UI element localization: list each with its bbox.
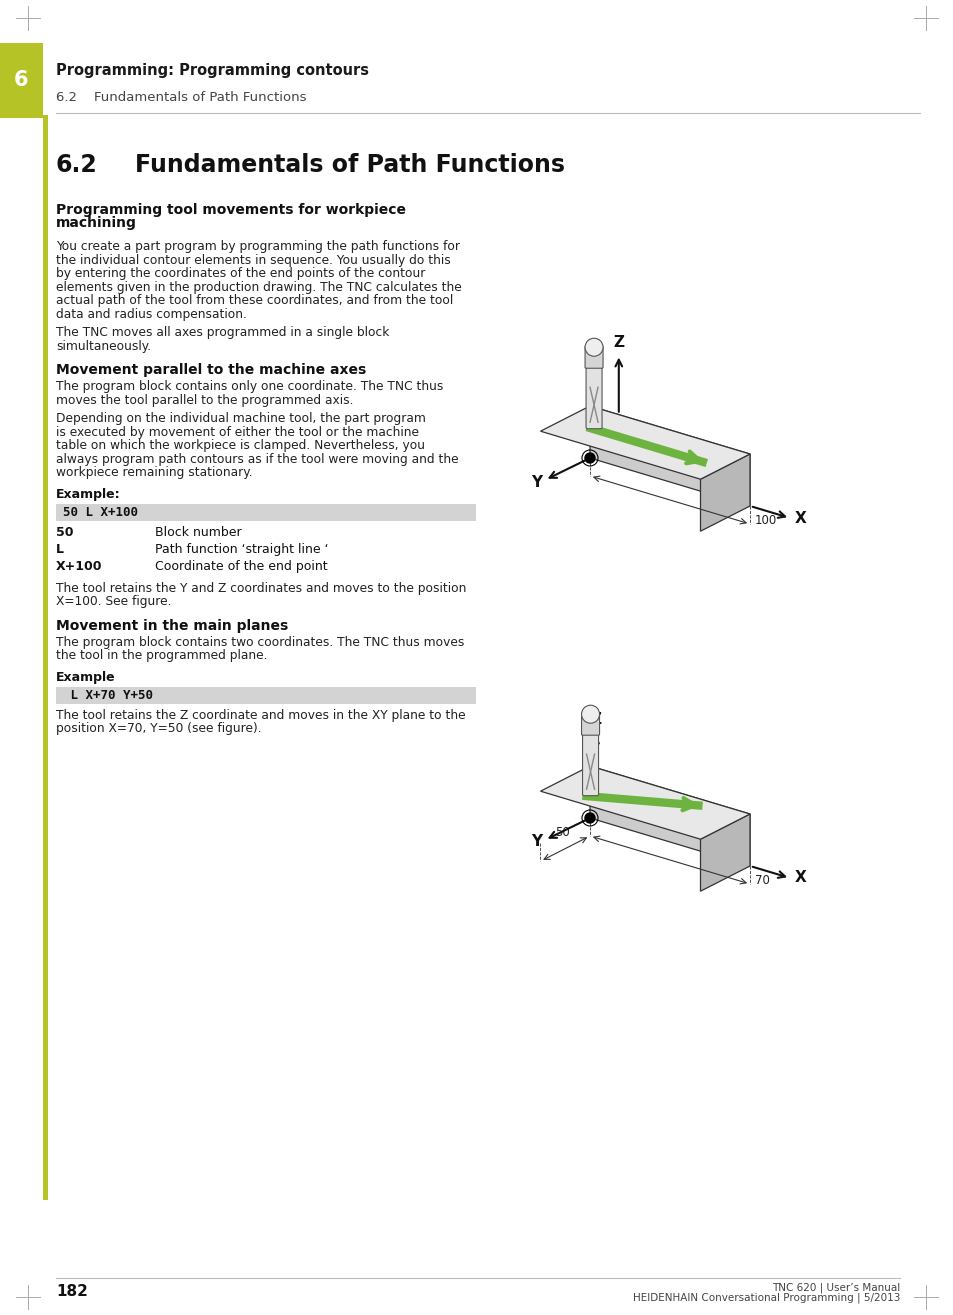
Text: Path function ‘straight line ‘: Path function ‘straight line ‘ [154,543,328,556]
Text: You create a part program by programming the path functions for: You create a part program by programming… [56,241,459,252]
Text: 50: 50 [56,526,73,539]
Text: The TNC moves all axes programmed in a single block: The TNC moves all axes programmed in a s… [56,326,389,339]
Text: HEIDENHAIN Conversational Programming | 5/2013: HEIDENHAIN Conversational Programming | … [632,1293,899,1303]
Text: 6.2    Fundamentals of Path Functions: 6.2 Fundamentals of Path Functions [56,91,306,104]
Text: by entering the coordinates of the end points of the contour: by entering the coordinates of the end p… [56,267,425,280]
Text: the tool in the programmed plane.: the tool in the programmed plane. [56,650,267,661]
Text: TNC 620 | User’s Manual: TNC 620 | User’s Manual [771,1282,899,1293]
Circle shape [584,813,595,823]
Text: position X=70, Y=50 (see figure).: position X=70, Y=50 (see figure). [56,722,261,735]
Text: simultaneously.: simultaneously. [56,339,151,352]
Circle shape [584,338,602,356]
Text: Coordinate of the end point: Coordinate of the end point [154,560,327,573]
Text: Programming tool movements for workpiece: Programming tool movements for workpiece [56,203,406,217]
Circle shape [584,452,595,463]
Text: The program block contains only one coordinate. The TNC thus: The program block contains only one coor… [56,380,443,393]
Text: actual path of the tool from these coordinates, and from the tool: actual path of the tool from these coord… [56,295,453,306]
Text: Programming: Programming contours: Programming: Programming contours [56,63,369,78]
Text: 50: 50 [555,826,569,839]
Text: Movement parallel to the machine axes: Movement parallel to the machine axes [56,363,366,377]
Text: Y: Y [531,835,542,849]
Text: X: X [794,510,806,526]
Text: Z: Z [613,334,623,350]
Text: Movement in the main planes: Movement in the main planes [56,618,288,633]
FancyBboxPatch shape [581,713,598,735]
Text: 100: 100 [754,513,777,526]
Text: Depending on the individual machine tool, the part program: Depending on the individual machine tool… [56,412,425,425]
Text: X=100. See figure.: X=100. See figure. [56,594,172,608]
Text: moves the tool parallel to the programmed axis.: moves the tool parallel to the programme… [56,393,354,406]
Circle shape [581,705,598,723]
Text: table on which the workpiece is clamped. Nevertheless, you: table on which the workpiece is clamped.… [56,439,424,452]
Text: Block number: Block number [154,526,241,539]
Bar [43,114,48,1201]
Bar [0,43,43,118]
Text: 182: 182 [56,1285,88,1299]
Text: Z: Z [589,711,600,727]
Text: Y: Y [531,475,542,489]
Text: Fundamentals of Path Functions: Fundamentals of Path Functions [135,153,564,178]
Text: L X+70 Y+50: L X+70 Y+50 [63,689,152,701]
Text: The program block contains two coordinates. The TNC thus moves: The program block contains two coordinat… [56,635,464,648]
Polygon shape [700,454,749,531]
Text: The tool retains the Z coordinate and moves in the XY plane to the: The tool retains the Z coordinate and mo… [56,709,465,722]
FancyBboxPatch shape [582,727,598,796]
Polygon shape [589,767,749,867]
Polygon shape [700,814,749,892]
Text: 70: 70 [754,873,769,886]
Text: X: X [794,871,806,885]
Text: 50 L X+100: 50 L X+100 [63,505,138,518]
Text: L: L [56,543,64,556]
Text: elements given in the production drawing. The TNC calculates the: elements given in the production drawing… [56,280,461,293]
Text: workpiece remaining stationary.: workpiece remaining stationary. [56,466,253,479]
Bar [56,504,476,521]
Text: the individual contour elements in sequence. You usually do this: the individual contour elements in seque… [56,254,450,267]
Text: X+100: X+100 [56,560,102,573]
Bar [56,686,476,704]
Text: data and radius compensation.: data and radius compensation. [56,308,247,321]
FancyBboxPatch shape [584,346,602,368]
Polygon shape [540,767,749,839]
Text: Example:: Example: [56,488,120,501]
Text: 6: 6 [13,70,29,89]
Text: always program path contours as if the tool were moving and the: always program path contours as if the t… [56,452,458,466]
Text: machining: machining [56,216,136,230]
Polygon shape [540,406,749,479]
Text: 6.2: 6.2 [56,153,97,178]
FancyBboxPatch shape [585,360,601,429]
Text: The tool retains the Y and Z coordinates and moves to the position: The tool retains the Y and Z coordinates… [56,581,466,594]
Text: is executed by movement of either the tool or the machine: is executed by movement of either the to… [56,426,418,438]
Polygon shape [589,406,749,506]
Text: Example: Example [56,671,115,684]
